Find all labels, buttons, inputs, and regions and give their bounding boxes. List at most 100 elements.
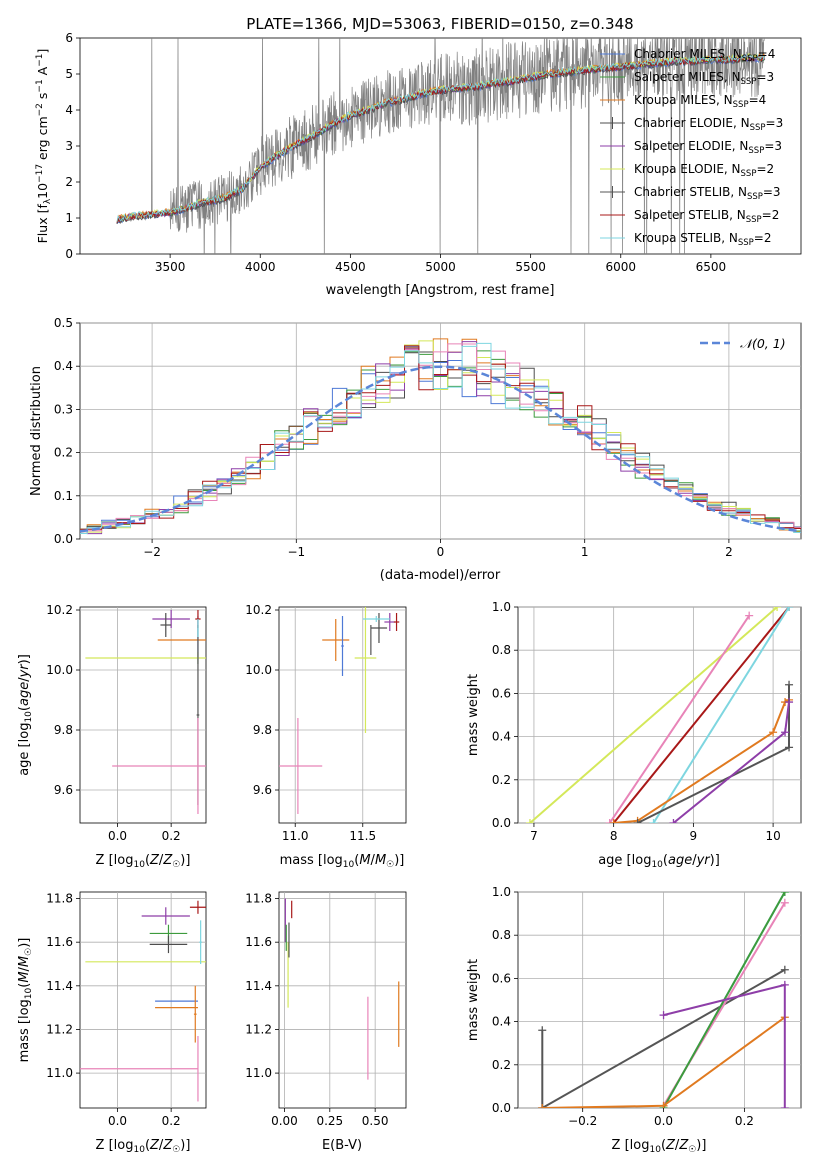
legend-value: =4 bbox=[758, 47, 776, 61]
cumulative-marker bbox=[780, 1104, 789, 1108]
x-tick-label: 11.5 bbox=[349, 829, 376, 843]
panel-mass-vs-Z: Z [log10(Z/Z☉)] mass [log10(M/M☉)] 0.0 0.… bbox=[17, 892, 207, 1155]
y-tick-label: 11.0 bbox=[245, 1066, 272, 1080]
y-tick-label: 0.8 bbox=[492, 928, 511, 942]
mwAge-ylabel: mass weight bbox=[466, 674, 481, 756]
x-tick-label: 7 bbox=[530, 829, 538, 843]
y-tick-label: 1.0 bbox=[492, 885, 511, 899]
errorbar bbox=[279, 718, 323, 814]
errorbar bbox=[322, 619, 350, 661]
legend-sub: SSP bbox=[741, 169, 757, 179]
legend-label: Chabrier ELODIE, NSSP=3 bbox=[634, 116, 783, 133]
y-tick-label: 5 bbox=[65, 67, 73, 81]
panel-massweight-vs-age: age [log10(age/yr)] mass weight 7 8 9 10 0.0… bbox=[466, 600, 802, 870]
legend-label: Chabrier STELIB, NSSP=3 bbox=[634, 185, 781, 202]
y-tick-label: 11.6 bbox=[245, 935, 272, 949]
massZ-xlabel: Z [log10(Z/Z☉)] bbox=[96, 1138, 191, 1155]
legend-name: Salpeter ELODIE, N bbox=[634, 139, 748, 153]
histogram-step bbox=[80, 345, 801, 530]
cumulative-marker bbox=[659, 1101, 668, 1108]
errorbar bbox=[354, 607, 377, 733]
x-tick-label: 2 bbox=[725, 545, 733, 559]
legend-label: Kroupa STELIB, NSSP=2 bbox=[634, 231, 772, 248]
x-tick-label: 4000 bbox=[245, 260, 276, 274]
cumulative-marker bbox=[633, 819, 642, 823]
y-tick-label: 2 bbox=[65, 175, 73, 189]
x-tick-label: 0.0 bbox=[108, 829, 127, 843]
y-tick-label: 10.0 bbox=[245, 663, 272, 677]
x-tick-label: −2 bbox=[143, 545, 161, 559]
grid-lines bbox=[279, 607, 406, 823]
y-tick-label: 11.2 bbox=[245, 1022, 272, 1036]
x-tick-label: 11.0 bbox=[282, 829, 309, 843]
errorbar bbox=[362, 616, 390, 622]
x-tick-label: 1 bbox=[581, 545, 589, 559]
cumulative-lines bbox=[525, 607, 794, 823]
y-tick-label: 0.2 bbox=[54, 446, 73, 460]
legend-label: Kroupa ELODIE, NSSP=2 bbox=[634, 162, 774, 179]
cumulative-marker bbox=[669, 819, 678, 823]
histograms bbox=[80, 338, 801, 535]
y-tick-label: 11.0 bbox=[46, 1066, 73, 1080]
points bbox=[284, 898, 400, 1080]
cumulative-marker bbox=[785, 607, 794, 611]
residuals-xlabel: (data-model)/error bbox=[380, 568, 501, 583]
cumulative-marker bbox=[609, 819, 618, 823]
errorbar bbox=[160, 613, 172, 637]
y-tick-label: 1 bbox=[65, 211, 73, 225]
mwAge-xlabel: age [log10(age/yr)] bbox=[598, 853, 720, 870]
legend-name: Chabrier MILES, N bbox=[634, 47, 742, 61]
y-tick-label: 0.3 bbox=[54, 402, 73, 416]
normal-curve bbox=[80, 365, 801, 533]
spectrum-xlabel: wavelength [Angstrom, rest frame] bbox=[326, 283, 555, 298]
x-tick-label: 4500 bbox=[335, 260, 366, 274]
y-tick-label: 6 bbox=[65, 31, 73, 45]
ageZ-xlabel: Z [log10(Z/Z☉)] bbox=[96, 853, 191, 870]
errorbar bbox=[341, 616, 344, 676]
y-tick-label: 0.6 bbox=[492, 686, 511, 700]
residuals-ylabel: Normed distribution bbox=[29, 366, 44, 496]
histogram-step bbox=[80, 342, 801, 534]
legend-sub: SSP bbox=[741, 77, 757, 87]
legend-name: Kroupa STELIB, N bbox=[634, 231, 738, 245]
y-tick-label: 9.6 bbox=[54, 783, 73, 797]
legend-sub: SSP bbox=[750, 123, 766, 133]
y-tick-label: 0.8 bbox=[492, 643, 511, 657]
y-tick-label: 0.1 bbox=[54, 489, 73, 503]
cumulative-marker bbox=[659, 1011, 668, 1020]
legend-sub: SSP bbox=[746, 215, 762, 225]
errorbar bbox=[141, 907, 190, 925]
cumulative-line bbox=[541, 968, 786, 1108]
cumulative-line bbox=[612, 607, 790, 823]
cumulative-marker bbox=[525, 819, 534, 823]
x-tick-label: 8 bbox=[610, 829, 618, 843]
grid-lines bbox=[518, 606, 801, 824]
y-tick-label: 0.0 bbox=[492, 816, 511, 830]
x-tick-label: 6000 bbox=[605, 260, 636, 274]
x-tick-label: 5000 bbox=[425, 260, 456, 274]
x-tick-label: 10 bbox=[765, 829, 780, 843]
legend-value: =2 bbox=[754, 231, 772, 245]
x-tick-label: −1 bbox=[287, 545, 305, 559]
cumulative-marker bbox=[745, 611, 754, 620]
y-tick-label: 9.8 bbox=[54, 723, 73, 737]
legend-value: =3 bbox=[766, 116, 784, 130]
errorbar bbox=[149, 935, 188, 954]
x-tick-label: 0.0 bbox=[108, 1114, 127, 1128]
cumulative-marker bbox=[785, 680, 794, 689]
figure-title: PLATE=1366, MJD=53063, FIBERID=0150, z=0… bbox=[246, 15, 633, 33]
y-tick-label: 1.0 bbox=[492, 600, 511, 614]
legend-label: Chabrier MILES, NSSP=4 bbox=[634, 47, 775, 64]
cumulative-marker bbox=[781, 728, 790, 737]
y-tick-label: 11.6 bbox=[46, 935, 73, 949]
legend-sub: SSP bbox=[747, 192, 763, 202]
cumulative-marker bbox=[538, 1026, 547, 1035]
panel-age-vs-Z: Z [log10(Z/Z☉)] age [log10(age/yr)] 0.0 0… bbox=[17, 603, 207, 870]
grid-lines bbox=[80, 892, 206, 1108]
errorbar bbox=[112, 718, 206, 814]
panel-mass-vs-ebv: E(B-V) 0.00 0.25 0.50 11.0 11.2 11.4 11.6 11.8 bbox=[245, 892, 407, 1153]
legend-sub: SSP bbox=[748, 146, 764, 156]
cumulative-marker bbox=[785, 698, 794, 707]
x-tick-label: 9 bbox=[690, 829, 698, 843]
